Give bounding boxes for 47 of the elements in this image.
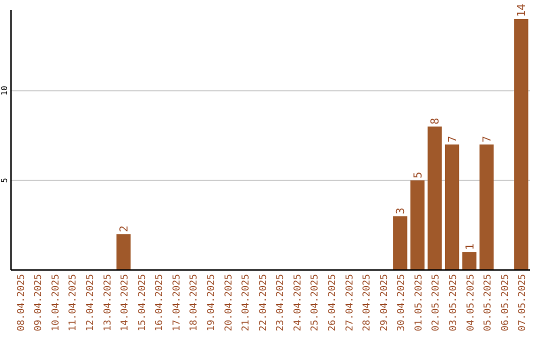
x-tick-label: 15.04.2025: [136, 274, 148, 332]
x-tick-label: 06.05.2025: [500, 274, 511, 332]
bar: [410, 180, 425, 270]
data-label: 8: [428, 118, 442, 125]
x-tick-label: 14.04.2025: [120, 274, 131, 332]
x-tick-label: 09.04.2025: [33, 274, 44, 332]
data-label: 5: [411, 172, 424, 178]
x-tick-label: 16.04.2025: [154, 274, 166, 332]
data-label: 7: [480, 136, 494, 142]
x-tick-label: 02.05.2025: [430, 274, 442, 332]
bar: [428, 126, 442, 270]
x-tick-label: 19.04.2025: [206, 274, 217, 332]
x-tick-label: 27.04.2025: [344, 274, 356, 332]
x-tick-label: 29.04.2025: [378, 274, 390, 332]
x-tick-label: 26.04.2025: [327, 274, 338, 332]
y-tick-label: 10: [0, 86, 9, 96]
x-tick-label: 25.04.2025: [310, 274, 321, 332]
x-tick-label: 11.04.2025: [68, 274, 79, 332]
data-label: 3: [394, 208, 408, 214]
data-label: 7: [446, 136, 460, 142]
bar: [462, 252, 476, 270]
x-tick-label: 28.04.2025: [362, 274, 373, 332]
x-tick-label: 01.05.2025: [413, 274, 424, 332]
x-tick-label: 30.04.2025: [396, 274, 408, 332]
x-tick-label: 18.04.2025: [188, 274, 200, 332]
data-label: 1: [463, 243, 476, 250]
x-tick-label: 20.04.2025: [223, 274, 234, 332]
bar: [480, 144, 494, 270]
x-tick-label: 05.05.2025: [482, 274, 494, 332]
data-label: 2: [118, 226, 131, 232]
bar: [116, 234, 131, 270]
x-tick-label: 17.04.2025: [171, 274, 182, 332]
bar: [444, 144, 460, 270]
bar: [393, 216, 408, 270]
x-tick-label: 24.04.2025: [292, 274, 304, 332]
bar: [514, 18, 528, 270]
data-label: 14: [515, 3, 528, 17]
x-tick-label: 04.05.2025: [465, 274, 476, 332]
x-tick-label: 23.04.2025: [275, 274, 286, 332]
x-tick-label: 12.04.2025: [84, 274, 96, 332]
x-tick-label: 03.05.2025: [448, 274, 460, 332]
x-tick-label: 07.05.2025: [517, 274, 528, 332]
x-tick-label: 10.04.2025: [50, 274, 62, 332]
x-tick-label: 08.04.2025: [16, 274, 27, 332]
x-tick-label: 13.04.2025: [102, 274, 114, 332]
x-tick-label: 22.04.2025: [258, 274, 269, 332]
x-tick-label: 21.04.2025: [240, 274, 252, 332]
